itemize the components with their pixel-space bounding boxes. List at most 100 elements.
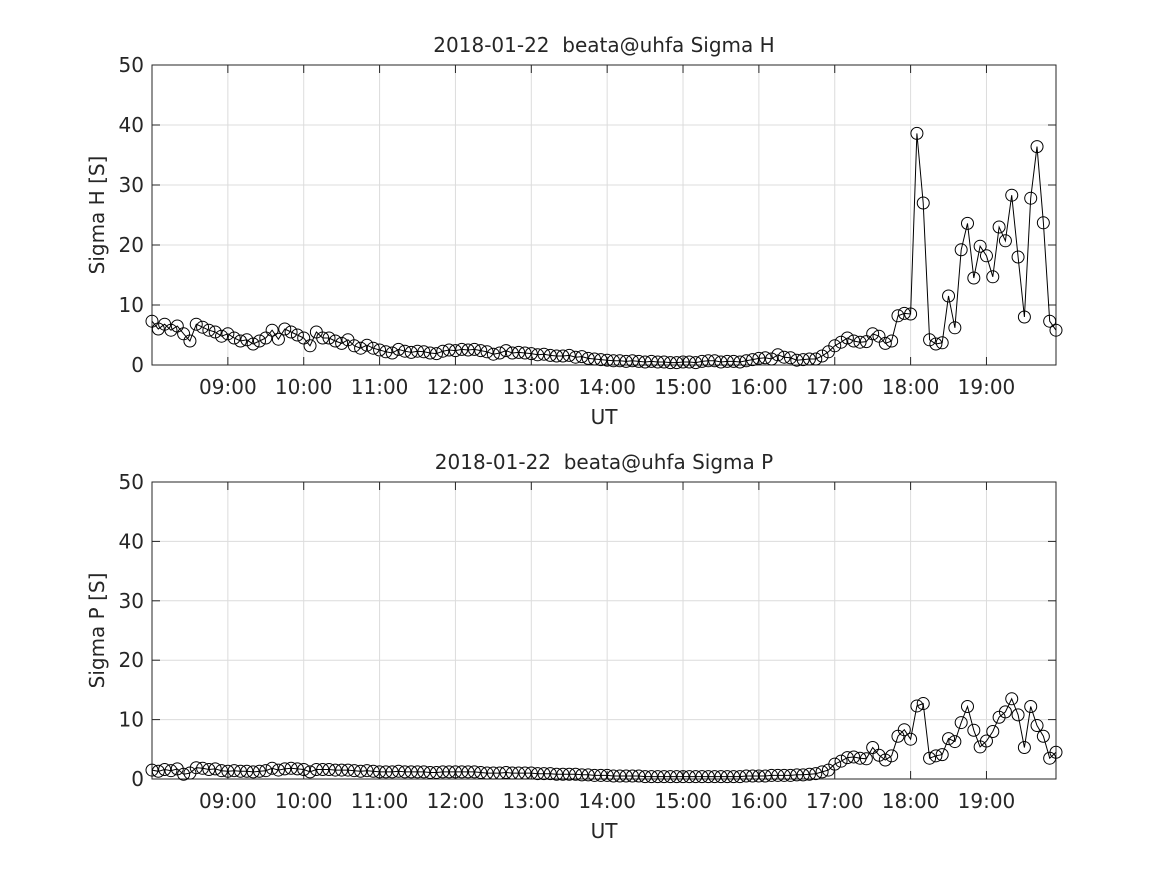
- data-point: [739, 769, 753, 783]
- data-point: [644, 770, 658, 784]
- data-point: [448, 344, 462, 358]
- data-point: [347, 339, 361, 353]
- data-point: [145, 314, 159, 328]
- data-point: [929, 337, 943, 351]
- data-point: [986, 724, 1000, 738]
- y-tick-label: 30: [119, 589, 144, 613]
- y-tick-label: 40: [119, 529, 144, 553]
- data-point: [942, 289, 956, 303]
- data-point: [252, 764, 266, 778]
- data-point: [569, 767, 583, 781]
- data-point: [246, 765, 260, 779]
- data-point: [177, 767, 191, 781]
- data-point: [543, 348, 557, 362]
- data-point: [404, 345, 418, 359]
- data-point: [600, 353, 614, 367]
- data-point: [423, 346, 437, 360]
- data-point: [967, 723, 981, 737]
- data-point: [354, 764, 368, 778]
- data-point: [158, 762, 172, 776]
- data-point: [259, 331, 273, 345]
- data-point: [240, 333, 254, 347]
- y-tick-label: 10: [119, 293, 144, 317]
- data-point: [701, 354, 715, 368]
- plot-area: [152, 482, 1056, 779]
- x-tick-label: 13:00: [502, 789, 560, 813]
- data-point: [328, 763, 342, 777]
- data-point: [151, 764, 165, 778]
- data-point: [221, 327, 235, 341]
- data-point: [467, 342, 481, 356]
- data-point: [385, 346, 399, 360]
- data-point: [802, 352, 816, 366]
- data-point: [486, 347, 500, 361]
- data-point: [461, 343, 475, 357]
- data-point: [935, 336, 949, 350]
- data-point: [777, 768, 791, 782]
- data-point: [1011, 708, 1025, 722]
- data-point: [328, 334, 342, 348]
- data-point: [208, 325, 222, 339]
- data-point: [278, 322, 292, 336]
- data-point: [537, 347, 551, 361]
- data-point: [625, 354, 639, 368]
- data-point: [1017, 310, 1031, 324]
- data-point: [417, 765, 431, 779]
- data-point: [885, 334, 899, 348]
- data-point: [733, 355, 747, 369]
- data-point: [834, 754, 848, 768]
- data-point: [373, 343, 387, 357]
- data-point: [606, 769, 620, 783]
- x-tick-label: 11:00: [351, 789, 409, 813]
- data-point: [1036, 216, 1050, 230]
- data-point: [297, 331, 311, 345]
- data-point: [455, 342, 469, 356]
- data-point: [145, 763, 159, 777]
- data-point: [556, 349, 570, 363]
- data-point: [632, 769, 646, 783]
- data-point: [461, 765, 475, 779]
- data-point: [600, 768, 614, 782]
- data-point: [486, 766, 500, 780]
- data-point: [398, 344, 412, 358]
- subplot: 0 10 20 30 40 50 09:00 10:00 11:00 12:00 13:00 14:0…: [85, 33, 1063, 429]
- data-point: [746, 769, 760, 783]
- data-point: [840, 331, 854, 345]
- data-point: [575, 768, 589, 782]
- data-point: [866, 741, 880, 755]
- data-point: [385, 765, 399, 779]
- data-point: [942, 732, 956, 746]
- data-point: [720, 770, 734, 784]
- data-point: [550, 767, 564, 781]
- data-point: [442, 343, 456, 357]
- data-point: [802, 767, 816, 781]
- data-point: [783, 351, 797, 365]
- data-point: [954, 243, 968, 257]
- data-point: [777, 350, 791, 364]
- data-point: [196, 761, 210, 775]
- data-point: [790, 768, 804, 782]
- data-point: [575, 350, 589, 364]
- data-point: [1024, 700, 1038, 714]
- data-point: [708, 770, 722, 784]
- data-point: [765, 768, 779, 782]
- data-point: [960, 216, 974, 230]
- data-point: [663, 356, 677, 370]
- data-point: [196, 320, 210, 334]
- data-point: [644, 354, 658, 368]
- x-axis-label: UT: [591, 405, 619, 429]
- data-point: [278, 762, 292, 776]
- chart-title: 2018-01-22 beata@uhfa Sigma H: [433, 33, 774, 57]
- data-point: [594, 768, 608, 782]
- data-point: [543, 767, 557, 781]
- data-point: [493, 766, 507, 780]
- y-tick-label: 0: [131, 353, 144, 377]
- x-tick-label: 10:00: [275, 789, 333, 813]
- data-point: [695, 770, 709, 784]
- data-point: [398, 765, 412, 779]
- data-point: [765, 352, 779, 366]
- data-point: [897, 723, 911, 737]
- data-point: [335, 763, 349, 777]
- data-point: [967, 271, 981, 285]
- data-point: [531, 348, 545, 362]
